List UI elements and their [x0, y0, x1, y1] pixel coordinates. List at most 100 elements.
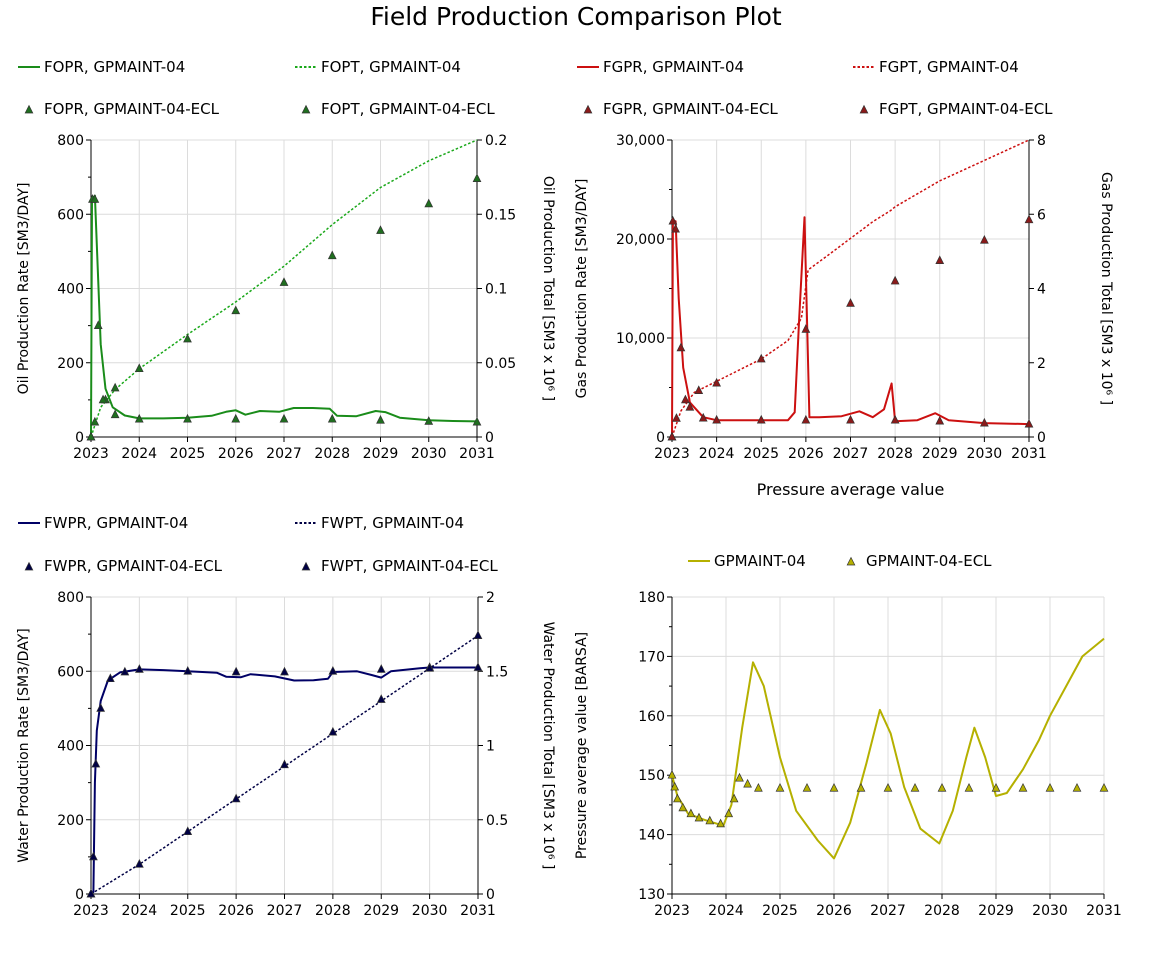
data-point — [883, 782, 893, 792]
data-point — [96, 703, 106, 712]
x-tick-label: 2025 — [170, 446, 206, 462]
data-point — [756, 353, 766, 363]
x-tick-label: 2029 — [363, 446, 399, 462]
series-line-1 — [90, 194, 478, 438]
x-tick-label: 2031 — [460, 903, 496, 919]
series-markers-4 — [86, 173, 482, 441]
data-point — [472, 173, 482, 182]
y-tick-label-left: 0 — [656, 430, 665, 446]
data-point — [801, 324, 811, 333]
x-tick-label: 2023 — [654, 903, 690, 919]
chart-title: Field Production Comparison Plot — [370, 2, 782, 31]
legend: FGPR, GPMAINT-04 FGPT, GPMAINT-04 FGPR, GP… — [577, 58, 1053, 118]
data-point — [890, 414, 900, 424]
legend-marker — [583, 104, 593, 114]
data-point — [425, 663, 434, 672]
data-point — [694, 812, 704, 822]
data-point — [231, 666, 241, 676]
x-tick-label: 2027 — [267, 903, 303, 919]
legend-marker — [301, 104, 311, 114]
legend-label: FOPR, GPMAINT-04 — [44, 58, 185, 76]
data-point — [134, 363, 144, 373]
x-tick-label: 2029 — [978, 903, 1014, 919]
x-tick-label: 2023 — [654, 446, 690, 462]
series-markers-3 — [86, 662, 483, 898]
series-line-2 — [671, 139, 1030, 438]
x-tick-label: 2025 — [743, 446, 779, 462]
y-tick-label-left: 600 — [57, 664, 84, 680]
data-point — [705, 815, 715, 825]
y-tick-label-left: 30,000 — [616, 133, 665, 149]
chart-panel-3: 2023 2024 2025 2026 2027 2028 2029 2030 20310200… — [16, 514, 556, 919]
series-markers-4 — [667, 214, 1034, 441]
data-point — [756, 414, 766, 424]
x-tick-label: 2024 — [122, 903, 158, 919]
data-point — [135, 859, 144, 868]
data-point — [231, 413, 241, 423]
data-point — [110, 382, 120, 392]
data-point — [829, 782, 839, 792]
y-tick-label-left: 200 — [57, 813, 84, 829]
data-point — [1045, 782, 1055, 792]
y-tick-label-right: 2 — [1037, 356, 1046, 372]
y-tick-label-right: 1 — [486, 739, 495, 755]
data-point — [1018, 782, 1028, 792]
y-tick-label-right: 0 — [1037, 430, 1046, 446]
data-point — [685, 402, 695, 411]
data-point — [743, 778, 752, 788]
chart-panel-2: 2023 2024 2025 2026 2027 2028 2029 2030 2031010,… — [574, 58, 1114, 499]
data-point — [328, 665, 338, 675]
data-point — [698, 412, 708, 422]
legend: FOPR, GPMAINT-04 FOPT, GPMAINT-04 FOPR, GP… — [18, 58, 495, 118]
y-axis-label-right: Water Production Total [SM3 x 10⁶ ] — [540, 622, 556, 870]
data-point — [910, 782, 920, 792]
x-tick-label: 2030 — [412, 903, 448, 919]
data-point — [327, 250, 337, 260]
y-axis-label-left: Oil Production Rate [SM3/DAY] — [16, 183, 32, 395]
data-point — [424, 198, 434, 208]
y-axis-label-left: Gas Production Rate [SM3/DAY] — [574, 179, 590, 399]
data-point — [135, 664, 144, 673]
data-point — [279, 413, 289, 423]
y-tick-label-left: 0 — [75, 887, 84, 903]
data-point — [681, 394, 690, 404]
x-tick-label: 2024 — [121, 446, 157, 462]
data-point — [93, 320, 103, 329]
data-point — [90, 416, 100, 426]
series-line-1 — [671, 637, 1105, 860]
data-point — [110, 409, 120, 419]
y-tick-label-right: 0.2 — [485, 133, 507, 149]
data-point — [991, 782, 1001, 792]
y-tick-label-right: 0.15 — [485, 207, 516, 223]
y-tick-label-right: 0 — [485, 430, 494, 446]
x-tick-label: 2030 — [411, 446, 447, 462]
data-point — [686, 808, 696, 818]
data-point — [1024, 214, 1034, 224]
y-tick-label-left: 20,000 — [616, 232, 665, 248]
legend-label: FGPT, GPMAINT-04 — [879, 58, 1019, 76]
x-tick-label: 2031 — [459, 446, 495, 462]
legend-label: FWPR, GPMAINT-04-ECL — [44, 557, 223, 575]
y-tick-label-left: 130 — [638, 887, 665, 903]
data-point — [671, 223, 680, 233]
y-tick-label-right: 0.1 — [485, 282, 507, 298]
x-axis-label: Pressure average value — [757, 480, 945, 499]
y-tick-label-left: 600 — [57, 207, 84, 223]
y-tick-label-right: 0.05 — [485, 356, 516, 372]
x-tick-label: 2028 — [924, 903, 960, 919]
data-point — [937, 782, 947, 792]
data-point — [712, 414, 721, 424]
x-tick-label: 2028 — [877, 446, 913, 462]
data-point — [280, 759, 289, 769]
y-tick-label-right: 6 — [1037, 207, 1046, 223]
data-point — [1099, 782, 1109, 792]
y-tick-label-right: 0 — [486, 887, 495, 903]
x-tick-label: 2025 — [170, 903, 206, 919]
data-point — [473, 662, 483, 671]
x-tick-label: 2027 — [266, 446, 302, 462]
y-tick-label-left: 800 — [57, 133, 84, 149]
x-tick-label: 2026 — [218, 446, 254, 462]
legend: FWPR, GPMAINT-04 FWPT, GPMAINT-04 FWPR, GP… — [18, 514, 498, 575]
data-point — [694, 385, 704, 394]
data-point — [376, 694, 386, 703]
